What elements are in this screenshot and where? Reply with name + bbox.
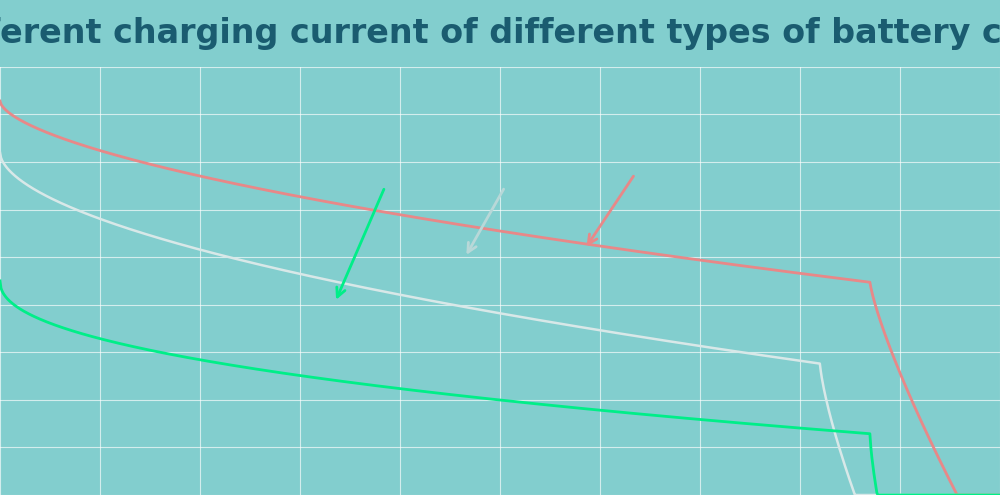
Text: Different charging current of different types of battery cells: Different charging current of different … [0, 17, 1000, 50]
